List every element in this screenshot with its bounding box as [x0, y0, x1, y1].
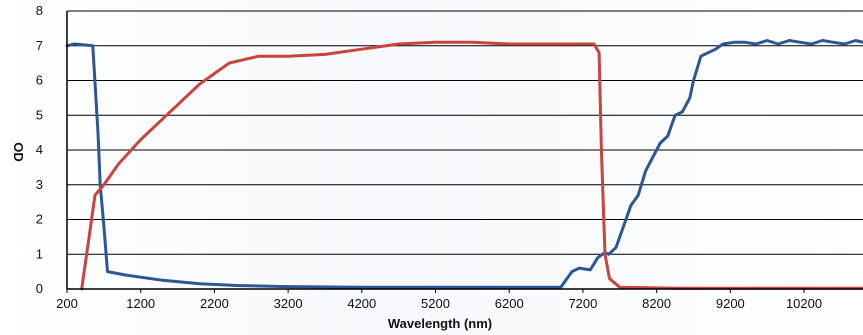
x-axis-title: Wavelength (nm) [388, 316, 492, 331]
x-tick-label: 6200 [495, 296, 524, 311]
x-tick-labels: 200 1200 2200 3200 4200 5200 6200 7200 8200 9200 1… [56, 289, 822, 311]
y-tick-label: 0 [36, 281, 43, 296]
x-tick-label: 8200 [642, 296, 671, 311]
series-line-2 [80, 40, 863, 291]
x-tick-label: 4200 [347, 296, 376, 311]
y-tick-label: 6 [36, 73, 43, 88]
y-tick-label: 5 [36, 107, 43, 122]
y-tick-labels: 0 1 2 3 4 5 6 7 8 [36, 3, 43, 296]
y-tick-label: 1 [36, 246, 43, 261]
x-tick-label: 5200 [421, 296, 450, 311]
x-tick-label: 7200 [568, 296, 597, 311]
y-axis-title: OD [11, 142, 26, 162]
y-tick-label: 8 [36, 3, 43, 18]
y-tick-label: 4 [36, 142, 43, 157]
x-tick-label: 2200 [200, 296, 229, 311]
x-tick-label: 1200 [126, 296, 155, 311]
x-tick-label: 9200 [716, 296, 745, 311]
data-series [65, 39, 863, 291]
grid-lines [67, 10, 863, 255]
series-line-1 [65, 39, 863, 289]
x-tick-label: 10200 [786, 296, 822, 311]
x-tick-label: 200 [56, 296, 78, 311]
y-tick-label: 3 [36, 177, 43, 192]
y-tick-label: 2 [36, 212, 43, 227]
x-tick-label: 3200 [274, 296, 303, 311]
y-tick-label: 7 [36, 38, 43, 53]
